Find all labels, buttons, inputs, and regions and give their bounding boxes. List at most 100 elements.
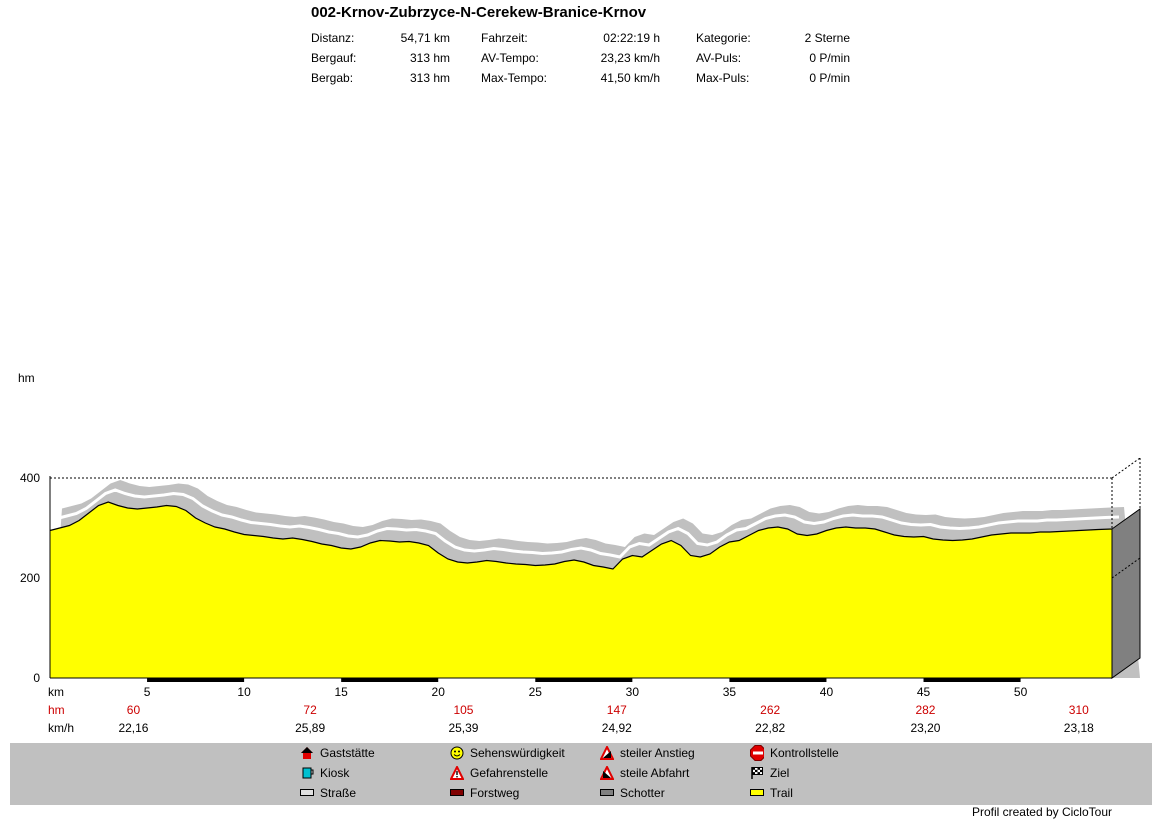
legend-label: Gefahrenstelle	[470, 766, 549, 780]
x-tick-label: 15	[334, 685, 348, 699]
legend-label: Sehenswürdigkeit	[470, 746, 565, 760]
stat-value-av-tempo: 23,23 km/h	[600, 51, 660, 65]
row-value: 25,39	[448, 721, 478, 735]
warning-icon	[450, 766, 464, 780]
stat-label-bergab: Bergab:	[311, 71, 354, 85]
legend-item-strasse: Straße	[300, 786, 356, 800]
stat-label-av-puls: AV-Puls:	[696, 51, 742, 65]
x-tick-label: 30	[626, 685, 640, 699]
row-value: 23,20	[910, 721, 940, 735]
steep-up-icon	[600, 746, 614, 760]
route-title: 002-Krnov-Zubrzyce-N-Cerekew-Branice-Krn…	[311, 4, 647, 21]
row-value: 25,89	[295, 721, 325, 735]
stat-value-bergauf: 313 hm	[409, 51, 450, 65]
legend-item-gaststaette: Gaststätte	[300, 746, 375, 760]
stat-value-distanz: 54,71 km	[400, 31, 450, 45]
steep-down-icon	[600, 766, 614, 780]
stop-icon	[750, 745, 764, 761]
forest-swatch-icon	[450, 786, 464, 800]
row-value: 282	[915, 703, 935, 717]
profile-highlight-line	[56, 488, 1120, 559]
row-value: 310	[1069, 703, 1089, 717]
elevation-area	[50, 502, 1112, 678]
stat-value-fahrzeit: 02:22:19 h	[603, 31, 660, 45]
stat-label-max-tempo: Max-Tempo:	[481, 71, 548, 85]
stat-label-bergauf: Bergauf:	[311, 51, 357, 65]
km-bar-segment	[147, 678, 245, 682]
row-value: 22,16	[118, 721, 148, 735]
smiley-icon	[450, 746, 464, 760]
x-tick-label: 50	[1014, 685, 1028, 699]
row-value: 23,18	[1064, 721, 1094, 735]
legend-label: Gaststätte	[320, 746, 375, 760]
finish-flag-icon	[750, 766, 764, 780]
row-value: 262	[760, 703, 780, 717]
row-value: 24,92	[602, 721, 632, 735]
stat-label-av-tempo: AV-Tempo:	[481, 51, 539, 65]
y-axis-label: hm	[18, 371, 35, 385]
legend-item-sehenswuerdigkeit: Sehenswürdigkeit	[450, 746, 565, 760]
x-tick-label: 35	[723, 685, 737, 699]
legend-item-forstweg: Forstweg	[450, 786, 519, 800]
legend-label: Ziel	[770, 766, 790, 780]
legend-item-steiler-anstieg: steiler Anstieg	[600, 746, 695, 760]
stat-value-kategorie: 2 Sterne	[804, 31, 850, 45]
legend-label: steiler Anstieg	[620, 746, 695, 760]
row-value: 60	[127, 703, 141, 717]
km-bar-segment	[729, 678, 827, 682]
x-axis-label: km	[48, 685, 64, 699]
x-tick-label: 25	[529, 685, 543, 699]
legend-label: Forstweg	[470, 786, 520, 800]
stat-label-fahrzeit: Fahrzeit:	[481, 31, 528, 45]
legend-item-ziel: Ziel	[750, 766, 789, 780]
stat-value-bergab: 313 hm	[409, 71, 450, 85]
legend-label: Kontrollstelle	[770, 746, 839, 760]
profile-side-face	[1111, 508, 1141, 679]
credit-text: Profil created by CicloTour	[971, 805, 1112, 819]
legend-label: Kiosk	[320, 766, 350, 780]
gridline-depth-200	[1111, 557, 1141, 579]
row-label: km/h	[48, 721, 74, 735]
x-tick-label: 45	[917, 685, 931, 699]
legend-label: Straße	[320, 786, 357, 800]
elevation-line	[49, 501, 1113, 570]
stat-value-av-puls: 0 P/min	[809, 51, 850, 65]
row-label: hm	[48, 703, 65, 717]
row-value: 147	[607, 703, 627, 717]
stat-label-kategorie: Kategorie:	[696, 31, 751, 45]
legend-label: steile Abfahrt	[620, 766, 690, 780]
y-tick-label: 400	[20, 471, 40, 485]
cup-icon	[300, 766, 314, 780]
legend-item-steile-abfahrt: steile Abfahrt	[600, 766, 689, 780]
stat-label-distanz: Distanz:	[311, 31, 355, 45]
row-value: 22,82	[755, 721, 785, 735]
legend-label: Trail	[770, 786, 793, 800]
road-swatch-icon	[300, 786, 314, 800]
km-bar-segment	[923, 678, 1021, 682]
legend-label: Schotter	[620, 786, 665, 800]
gridline-depth-400	[1111, 457, 1141, 479]
elevation-profile-chart: 0 200 400 hm km 5 10 15 20 25 30 35 40 45 50 hm 60 72 105 1…	[18, 371, 1141, 735]
x-tick-label: 20	[432, 685, 446, 699]
x-tick-label: 5	[144, 685, 151, 699]
y-tick-label: 0	[33, 671, 40, 685]
legend-item-gefahrenstelle: Gefahrenstelle	[450, 766, 548, 780]
row-value: 72	[303, 703, 317, 717]
legend-panel: Gaststätte Kiosk Straße Sehenswürdigkeit…	[10, 743, 1152, 805]
stat-label-max-puls: Max-Puls:	[696, 71, 750, 85]
trail-swatch-icon	[750, 786, 764, 800]
row-value: 105	[453, 703, 473, 717]
stat-value-max-puls: 0 P/min	[809, 71, 850, 85]
km-bar-segment	[535, 678, 633, 682]
x-tick-label: 40	[820, 685, 834, 699]
y-tick-label: 200	[20, 571, 40, 585]
km-bar-segment	[341, 678, 439, 682]
house-icon	[300, 746, 314, 760]
stat-value-max-tempo: 41,50 km/h	[600, 71, 660, 85]
legend-item-schotter: Schotter	[600, 786, 665, 800]
legend-item-trail: Trail	[750, 786, 793, 800]
legend-item-kiosk: Kiosk	[300, 766, 349, 780]
gravel-swatch-icon	[600, 786, 614, 800]
x-tick-label: 10	[237, 685, 251, 699]
legend-item-kontrollstelle: Kontrollstelle	[750, 745, 839, 761]
